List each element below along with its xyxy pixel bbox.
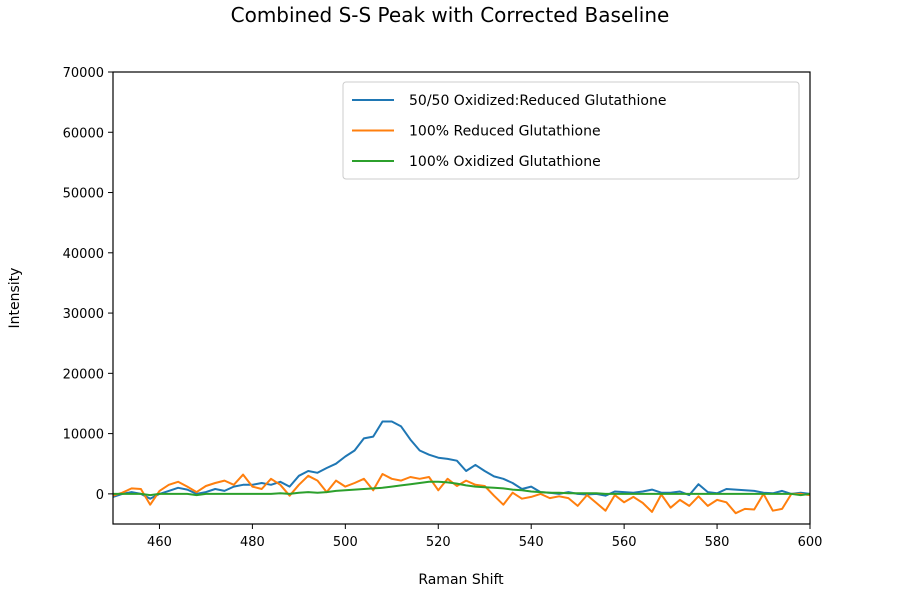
- y-tick-label: 30000: [63, 307, 104, 322]
- y-tick-label: 70000: [63, 66, 104, 81]
- y-axis: 0 10000 20000 30000 40000 50000 60000 70000: [63, 66, 113, 503]
- legend-box: [342, 81, 800, 180]
- legend-label: 50/50 Oxidized:Reduced Glutathione: [409, 93, 666, 109]
- series-line-2: [113, 473, 810, 515]
- series-line-1: [113, 420, 810, 500]
- x-tick-label: 540: [519, 535, 544, 550]
- series-line-3: [113, 480, 810, 497]
- y-tick-label: 10000: [63, 428, 104, 443]
- legend-label: 100% Reduced Glutathione: [409, 124, 601, 140]
- x-tick-label: 520: [426, 535, 451, 550]
- plot-area: [113, 420, 810, 515]
- x-tick-label: 480: [240, 535, 265, 550]
- x-axis-label: Raman Shift: [418, 572, 504, 588]
- x-tick-label: 600: [798, 535, 823, 550]
- x-tick-label: 560: [612, 535, 637, 550]
- y-axis-label: Intensity: [7, 268, 23, 329]
- y-tick-label: 20000: [63, 367, 104, 382]
- legend-label: 100% Oxidized Glutathione: [409, 154, 601, 170]
- y-tick-label: 0: [96, 488, 104, 503]
- x-tick-label: 500: [333, 535, 358, 550]
- y-tick-label: 40000: [63, 247, 104, 262]
- plot-frame: [112, 71, 811, 525]
- x-axis: 460 480 500 520 540 560 580 600: [147, 524, 822, 550]
- y-tick-label: 50000: [63, 187, 104, 202]
- x-tick-label: 460: [147, 535, 172, 550]
- y-tick-label: 60000: [63, 126, 104, 141]
- chart-title: Combined S-S Peak with Corrected Baselin…: [231, 3, 670, 27]
- x-tick-label: 580: [705, 535, 730, 550]
- legend: 50/50 Oxidized:Reduced Glutathione 100% R…: [342, 81, 800, 180]
